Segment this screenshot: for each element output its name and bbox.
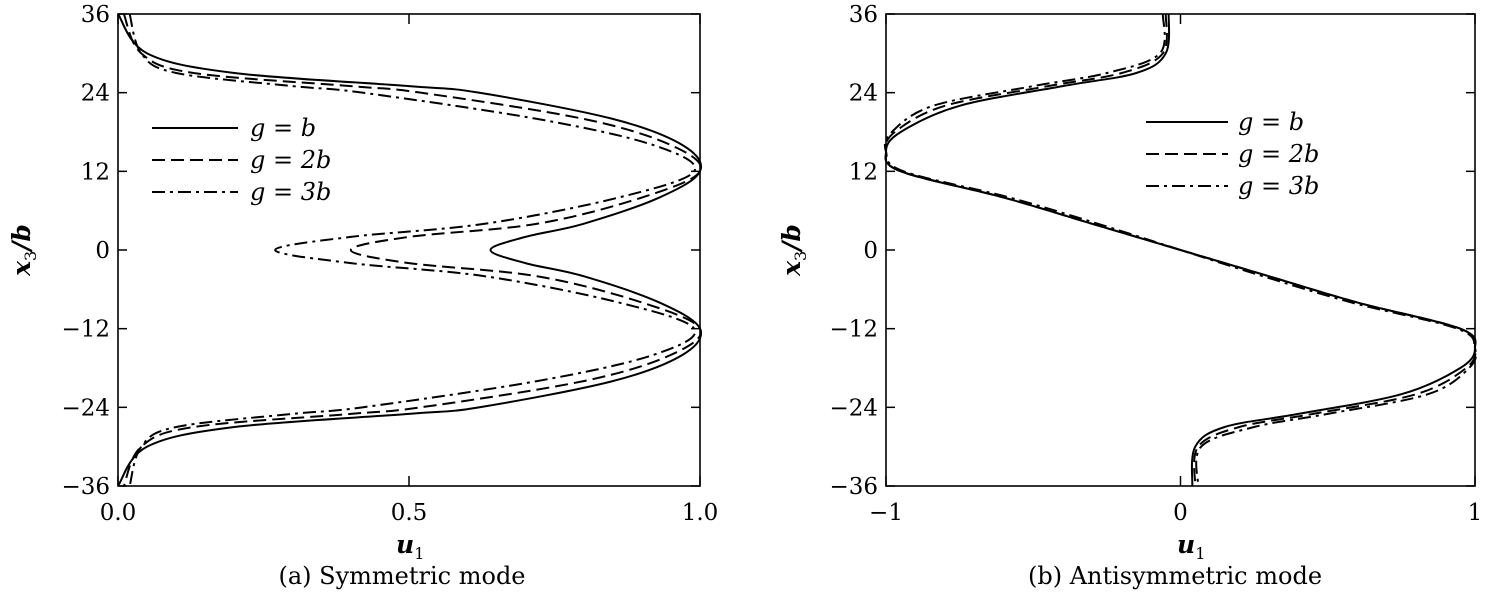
legend-label-3: g = 3b (250, 178, 331, 206)
y-tick-label: 0 (863, 238, 878, 264)
tick-group: 36 24 12 0 −12 −24 −360.0 0.5 1.0 (61, 2, 718, 526)
legend: g = b g = 2b g = 3b (152, 114, 331, 206)
legend-label-2: g = 2b (250, 146, 331, 174)
x-tick-label: 1 (1468, 500, 1483, 526)
curve-group (117, 13, 702, 487)
caption: (b) Antisymmetric mode (1028, 562, 1322, 590)
y-tick-label: 24 (849, 81, 878, 107)
legend-label-1: g = b (250, 114, 316, 142)
legend-label-2: g = 2b (1238, 140, 1319, 168)
x-tick-label: 0.5 (391, 500, 428, 526)
y-tick-label: 36 (849, 2, 878, 28)
legend: g = b g = 2b g = 3b (1146, 108, 1319, 200)
tick-group: 36 24 12 0 −12 −24 −36−1 0 1 (829, 2, 1482, 526)
y-axis-label: x3/b (777, 224, 810, 277)
y-tick-label: −12 (829, 317, 878, 343)
y-tick-label: −36 (61, 474, 110, 500)
series-line-2 (884, 13, 1477, 487)
y-tick-label: 0 (95, 238, 110, 264)
caption: (a) Symmetric mode (278, 562, 525, 590)
y-axis-label: x3/b (7, 224, 40, 277)
y-tick-label: 36 (81, 2, 110, 28)
curve-group (883, 13, 1478, 487)
x-tick-label: 0 (1173, 500, 1188, 526)
panel-antisymmetric: 36 24 12 0 −12 −24 −36−1 0 1 g = b g = 2b g = 3b u… (777, 2, 1482, 590)
y-tick-label: −36 (829, 474, 878, 500)
series-line-2 (122, 13, 702, 487)
x-axis-label: u1 (396, 530, 424, 563)
y-tick-label: 24 (81, 81, 110, 107)
plot-frame (117, 13, 701, 487)
legend-label-1: g = b (1238, 108, 1304, 136)
y-tick-label: −12 (61, 317, 110, 343)
x-tick-label: −1 (869, 500, 903, 526)
y-tick-label: −24 (829, 395, 878, 421)
series-line-1 (117, 13, 702, 487)
y-tick-label: −24 (61, 395, 110, 421)
series-line-3 (128, 13, 697, 487)
x-tick-label: 1.0 (682, 500, 719, 526)
legend-label-3: g = 3b (1238, 172, 1319, 200)
y-tick-label: 12 (81, 159, 110, 185)
x-axis-label: u1 (1177, 530, 1205, 563)
x-tick-label: 0.0 (100, 500, 137, 526)
y-tick-label: 12 (849, 159, 878, 185)
series-line-3 (883, 13, 1478, 487)
